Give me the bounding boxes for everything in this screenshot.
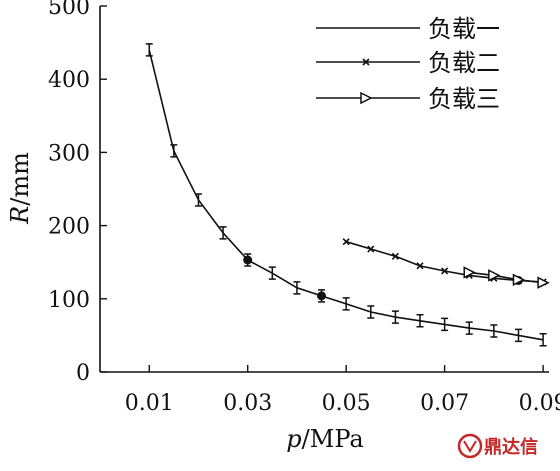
series-1-point-1 bbox=[170, 144, 178, 158]
y-tick-label-5: 500 bbox=[48, 0, 90, 20]
x-tick-label-3: 0.07 bbox=[420, 391, 469, 416]
series-1-point-16 bbox=[539, 333, 547, 347]
series-2-point-2 bbox=[391, 252, 399, 260]
y-axis-title-italic: R bbox=[6, 206, 34, 225]
series-1-point-3 bbox=[219, 226, 227, 240]
series-2-point-3 bbox=[416, 262, 424, 270]
series-1-point-15 bbox=[514, 328, 522, 343]
x-tick-label-2: 0.05 bbox=[322, 391, 371, 416]
series-3-point-0 bbox=[463, 266, 476, 279]
series-1-point-13 bbox=[465, 321, 473, 335]
series-1-point-12 bbox=[441, 317, 449, 332]
y-axis-title-rest: /mm bbox=[6, 152, 34, 206]
axes-group bbox=[99, 6, 549, 373]
legend-label-2: 负载二 bbox=[428, 49, 500, 77]
series-1-point-6 bbox=[293, 281, 301, 295]
series-3-point-2 bbox=[512, 273, 526, 286]
legend-label-1: 负载一 bbox=[428, 15, 500, 43]
series-3-point-1 bbox=[488, 269, 501, 282]
series-3-line bbox=[469, 271, 544, 284]
series-1-point-2 bbox=[194, 193, 202, 207]
y-tick-label-0: 0 bbox=[76, 361, 90, 386]
series-2-point-1 bbox=[367, 245, 375, 253]
series-1-highlight-0 bbox=[243, 255, 253, 265]
series-1 bbox=[145, 43, 547, 347]
series-1-point-9 bbox=[367, 305, 375, 319]
legend-item-1: 负载一 bbox=[316, 15, 500, 43]
legend-label-3: 负载三 bbox=[428, 85, 500, 113]
y-tick-label-1: 100 bbox=[48, 288, 90, 313]
legend-marker-3 bbox=[360, 91, 373, 105]
legend-marker-2 bbox=[362, 58, 370, 66]
x-tick-label-4: 0.09 bbox=[519, 391, 560, 416]
y-axis-title: R/mm bbox=[6, 152, 34, 225]
series-1-point-5 bbox=[268, 266, 276, 280]
x-axis-title-italic: p bbox=[286, 425, 301, 453]
x-axis-title: p/MPa bbox=[286, 425, 363, 453]
watermark: 鼎达信 bbox=[457, 433, 538, 459]
x-axis-title-rest: /MPa bbox=[302, 425, 364, 453]
series-1-point-0 bbox=[145, 43, 153, 57]
series-3-point-3 bbox=[537, 276, 550, 289]
x-tick-label-1: 0.03 bbox=[223, 391, 272, 416]
series-1-point-8 bbox=[342, 297, 350, 311]
x-tick-label-0: 0.01 bbox=[125, 391, 174, 416]
series-1-point-14 bbox=[490, 324, 498, 338]
series-1-point-11 bbox=[416, 314, 424, 328]
watermark-logo-mark bbox=[463, 440, 477, 453]
legend-item-3: 负载三 bbox=[316, 85, 500, 113]
watermark-text: 鼎达信 bbox=[484, 436, 538, 458]
series-2-point-4 bbox=[441, 267, 449, 275]
ticks-group: 0.01 0.03 0.05 0.07 0.09 0 100 200 300 400 500 bbox=[48, 0, 560, 416]
series-3 bbox=[463, 266, 550, 289]
series-1-highlight-1 bbox=[317, 291, 327, 301]
series-2-point-0 bbox=[342, 238, 350, 246]
y-tick-label-2: 200 bbox=[48, 215, 90, 240]
series-group bbox=[145, 43, 550, 347]
series-1-point-10 bbox=[391, 310, 399, 324]
y-tick-label-3: 300 bbox=[48, 141, 90, 166]
y-tick-label-4: 400 bbox=[48, 68, 90, 93]
watermark-logo-icon bbox=[457, 433, 483, 459]
legend-item-2: 负载二 bbox=[316, 49, 500, 77]
